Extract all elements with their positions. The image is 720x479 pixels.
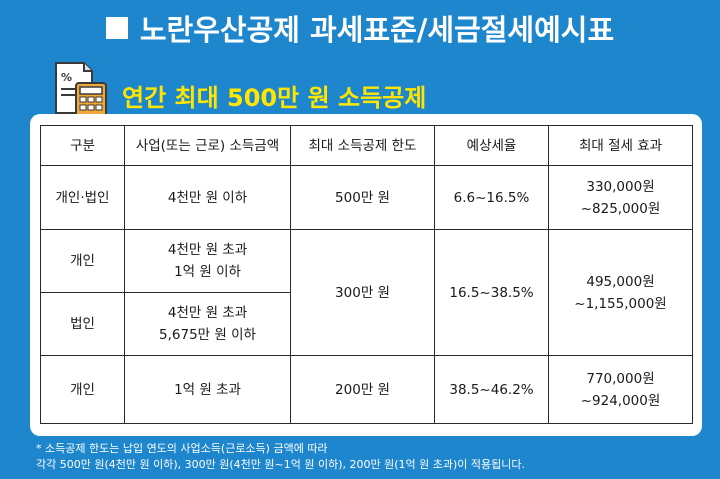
header-type: 구분 bbox=[40, 125, 125, 166]
table-row: 개인 1억 원 초과 200만 원 38.5~46.2% 770,000원 ~92… bbox=[40, 355, 693, 424]
cell-rate: 16.5~38.5% bbox=[434, 229, 549, 356]
table-row: 개인 4천만 원 초과 1억 원 이하 300만 원 16.5~38.5% 495… bbox=[40, 229, 693, 356]
footnote: * 소득공제 한도는 납입 연도의 사업소득(근로소득) 금액에 따라 각각 5… bbox=[36, 441, 716, 473]
footnote-line-2: 각각 500만 원(4천만 원 이하), 300만 원(4천만 원~1억 원 이… bbox=[36, 458, 525, 471]
cell-effect: 495,000원 ~1,155,000원 bbox=[548, 229, 693, 356]
cell-type: 개인·법인 bbox=[40, 165, 125, 230]
cell-type: 개인 bbox=[40, 355, 125, 424]
cell-effect: 770,000원 ~924,000원 bbox=[548, 355, 693, 424]
cell-limit: 300만 원 bbox=[290, 229, 435, 356]
footnote-line-1: * 소득공제 한도는 납입 연도의 사업소득(근로소득) 금액에 따라 bbox=[36, 442, 328, 455]
cell-rate: 6.6~16.5% bbox=[434, 165, 549, 230]
header-effect: 최대 절세 효과 bbox=[548, 125, 693, 166]
cell-rate: 38.5~46.2% bbox=[434, 355, 549, 424]
cell-type: 개인 bbox=[40, 229, 125, 293]
cell-income: 1억 원 초과 bbox=[124, 355, 291, 424]
page-title: 노란우산공제 과세표준/세금절세예시표 bbox=[139, 13, 615, 47]
title-square-icon bbox=[105, 17, 128, 39]
calculator-document-icon: % bbox=[55, 62, 107, 118]
header-limit: 최대 소득공제 한도 bbox=[290, 125, 435, 166]
cell-income: 4천만 원 이하 bbox=[124, 165, 291, 230]
table-header-row: 구분 사업(또는 근로) 소득금액 최대 소득공제 한도 예상세율 최대 절세 … bbox=[40, 125, 693, 166]
table-row: 개인·법인 4천만 원 이하 500만 원 6.6~16.5% 330,000원… bbox=[40, 165, 693, 230]
cell-limit: 500만 원 bbox=[290, 165, 435, 230]
cell-limit: 200만 원 bbox=[290, 355, 435, 424]
cell-type: 법인 bbox=[40, 292, 125, 356]
table-panel: 구분 사업(또는 근로) 소득금액 최대 소득공제 한도 예상세율 최대 절세 … bbox=[30, 114, 702, 436]
cell-income: 4천만 원 초과 1억 원 이하 bbox=[124, 229, 291, 293]
tax-table: 구분 사업(또는 근로) 소득금액 최대 소득공제 한도 예상세율 최대 절세 … bbox=[40, 125, 693, 424]
svg-text:%: % bbox=[61, 71, 72, 84]
cell-effect: 330,000원 ~825,000원 bbox=[548, 165, 693, 230]
cell-income: 4천만 원 초과 5,675만 원 이하 bbox=[124, 292, 291, 356]
header-rate: 예상세율 bbox=[434, 125, 549, 166]
title-row: 노란우산공제 과세표준/세금절세예시표 bbox=[0, 0, 720, 56]
subtitle: 연간 최대 500만 원 소득공제 bbox=[122, 83, 427, 112]
table-row: 법인 4천만 원 초과 5,675만 원 이하 bbox=[40, 292, 693, 356]
header-income: 사업(또는 근로) 소득금액 bbox=[124, 125, 291, 166]
subtitle-row: % 연간 최대 500만 원 소득공제 bbox=[50, 58, 426, 120]
